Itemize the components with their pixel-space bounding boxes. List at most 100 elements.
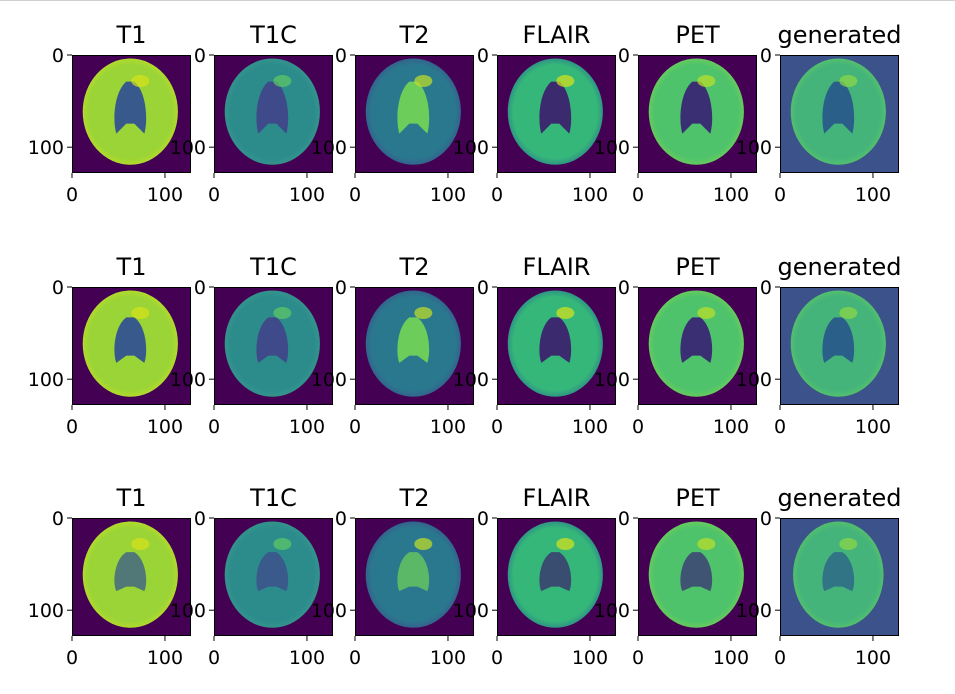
x-tick-label: 0 <box>774 184 786 206</box>
panel-r3-pet: 0 100 0 100 PET <box>594 484 757 669</box>
y-tick-label: 0 <box>194 45 206 67</box>
x-tick-label: 0 <box>208 184 220 206</box>
panel-title: T1C <box>249 21 297 49</box>
panel-r3-t1: 0 100 0 100 T1 <box>28 484 191 669</box>
intensity-highlight <box>556 537 575 550</box>
y-tick-label: 0 <box>618 508 630 530</box>
intensity-highlight <box>273 306 292 319</box>
panel-title: T1 <box>116 484 147 512</box>
x-tick-label: 100 <box>430 647 466 669</box>
x-tick-label: 0 <box>208 647 220 669</box>
panel-r3-t2: 0 100 0 100 T2 <box>311 484 474 669</box>
y-tick-label: 100 <box>170 137 206 159</box>
x-tick-label: 0 <box>349 184 361 206</box>
y-tick-label: 100 <box>736 600 772 622</box>
y-tick-label: 100 <box>453 600 489 622</box>
y-tick-label: 100 <box>28 600 64 622</box>
panel-title: PET <box>675 253 720 281</box>
ventricle-region <box>680 317 713 363</box>
panel-r2-generated: 0 100 0 100 generated <box>736 253 902 438</box>
ventricle-region <box>397 81 430 134</box>
x-tick-label: 100 <box>572 184 608 206</box>
x-tick-label: 0 <box>208 416 220 438</box>
panel-r3-generated: 0 100 0 100 generated <box>736 484 902 669</box>
ventricle-region <box>680 552 713 592</box>
x-tick-label: 0 <box>491 416 503 438</box>
x-tick-label: 100 <box>289 647 325 669</box>
y-tick-label: 0 <box>335 508 347 530</box>
x-tick-label: 0 <box>774 416 786 438</box>
panel-r2-t1: 0 100 0 100 T1 <box>28 253 191 438</box>
y-tick-label: 0 <box>194 508 206 530</box>
panel-r1-generated: 0 100 0 100 generated <box>736 21 902 206</box>
axes-frame <box>780 287 899 405</box>
y-tick-label: 0 <box>335 45 347 67</box>
x-tick-label: 100 <box>855 416 891 438</box>
x-tick-label: 100 <box>147 184 183 206</box>
panel-title: FLAIR <box>523 21 591 49</box>
intensity-highlight <box>839 306 858 319</box>
x-tick-label: 100 <box>855 184 891 206</box>
y-tick-label: 0 <box>477 45 489 67</box>
axes-frame <box>72 518 191 636</box>
panel-title: generated <box>778 484 902 512</box>
y-tick-label: 100 <box>311 369 347 391</box>
panel-r3-flair: 0 100 0 100 FLAIR <box>453 484 616 669</box>
panel-title: T2 <box>399 484 430 512</box>
x-tick-label: 100 <box>289 184 325 206</box>
axes-frame <box>638 287 757 405</box>
intensity-highlight <box>131 74 150 87</box>
x-tick-label: 100 <box>147 416 183 438</box>
x-tick-label: 100 <box>572 416 608 438</box>
y-tick-label: 100 <box>170 600 206 622</box>
x-tick-label: 100 <box>430 416 466 438</box>
panel-title: PET <box>675 484 720 512</box>
ventricle-region <box>539 81 572 134</box>
y-tick-label: 0 <box>618 45 630 67</box>
intensity-highlight <box>697 306 716 319</box>
intensity-highlight <box>131 306 150 319</box>
y-tick-label: 100 <box>594 369 630 391</box>
x-tick-label: 100 <box>147 647 183 669</box>
y-tick-label: 100 <box>736 369 772 391</box>
x-tick-label: 100 <box>713 416 749 438</box>
x-tick-label: 0 <box>349 647 361 669</box>
y-tick-label: 100 <box>453 369 489 391</box>
intensity-highlight <box>697 537 716 550</box>
panel-r2-t1c: 0 100 0 100 T1C <box>170 253 333 438</box>
panel-r3-t1c: 0 100 0 100 T1C <box>170 484 333 669</box>
x-tick-label: 100 <box>289 416 325 438</box>
panel-r1-t1: 0 100 0 100 T1 <box>28 21 191 206</box>
ventricle-region <box>822 81 855 134</box>
panel-title: T1C <box>249 484 297 512</box>
intensity-highlight <box>414 537 433 550</box>
ventricle-region <box>114 552 147 592</box>
axes-frame <box>72 287 191 405</box>
panel-r2-t2: 0 100 0 100 T2 <box>311 253 474 438</box>
panel-title: generated <box>778 253 902 281</box>
axes-frame <box>355 55 474 173</box>
panel-r1-pet: 0 100 0 100 PET <box>594 21 757 206</box>
x-tick-label: 0 <box>66 184 78 206</box>
y-tick-label: 100 <box>594 137 630 159</box>
panel-r2-pet: 0 100 0 100 PET <box>594 253 757 438</box>
panel-r1-t2: 0 100 0 100 T2 <box>311 21 474 206</box>
panel-title: T2 <box>399 253 430 281</box>
intensity-highlight <box>839 537 858 550</box>
y-tick-label: 100 <box>28 369 64 391</box>
ventricle-region <box>397 317 430 363</box>
ventricle-region <box>256 317 289 363</box>
y-tick-label: 0 <box>760 45 772 67</box>
x-tick-label: 0 <box>491 184 503 206</box>
axes-frame <box>638 518 757 636</box>
y-tick-label: 100 <box>28 137 64 159</box>
x-tick-label: 0 <box>632 647 644 669</box>
y-tick-label: 100 <box>453 137 489 159</box>
panel-title: PET <box>675 21 720 49</box>
x-tick-label: 100 <box>713 184 749 206</box>
y-tick-label: 100 <box>311 137 347 159</box>
y-tick-label: 100 <box>311 600 347 622</box>
x-tick-label: 100 <box>430 184 466 206</box>
axes-frame <box>497 287 616 405</box>
axes-frame <box>497 518 616 636</box>
